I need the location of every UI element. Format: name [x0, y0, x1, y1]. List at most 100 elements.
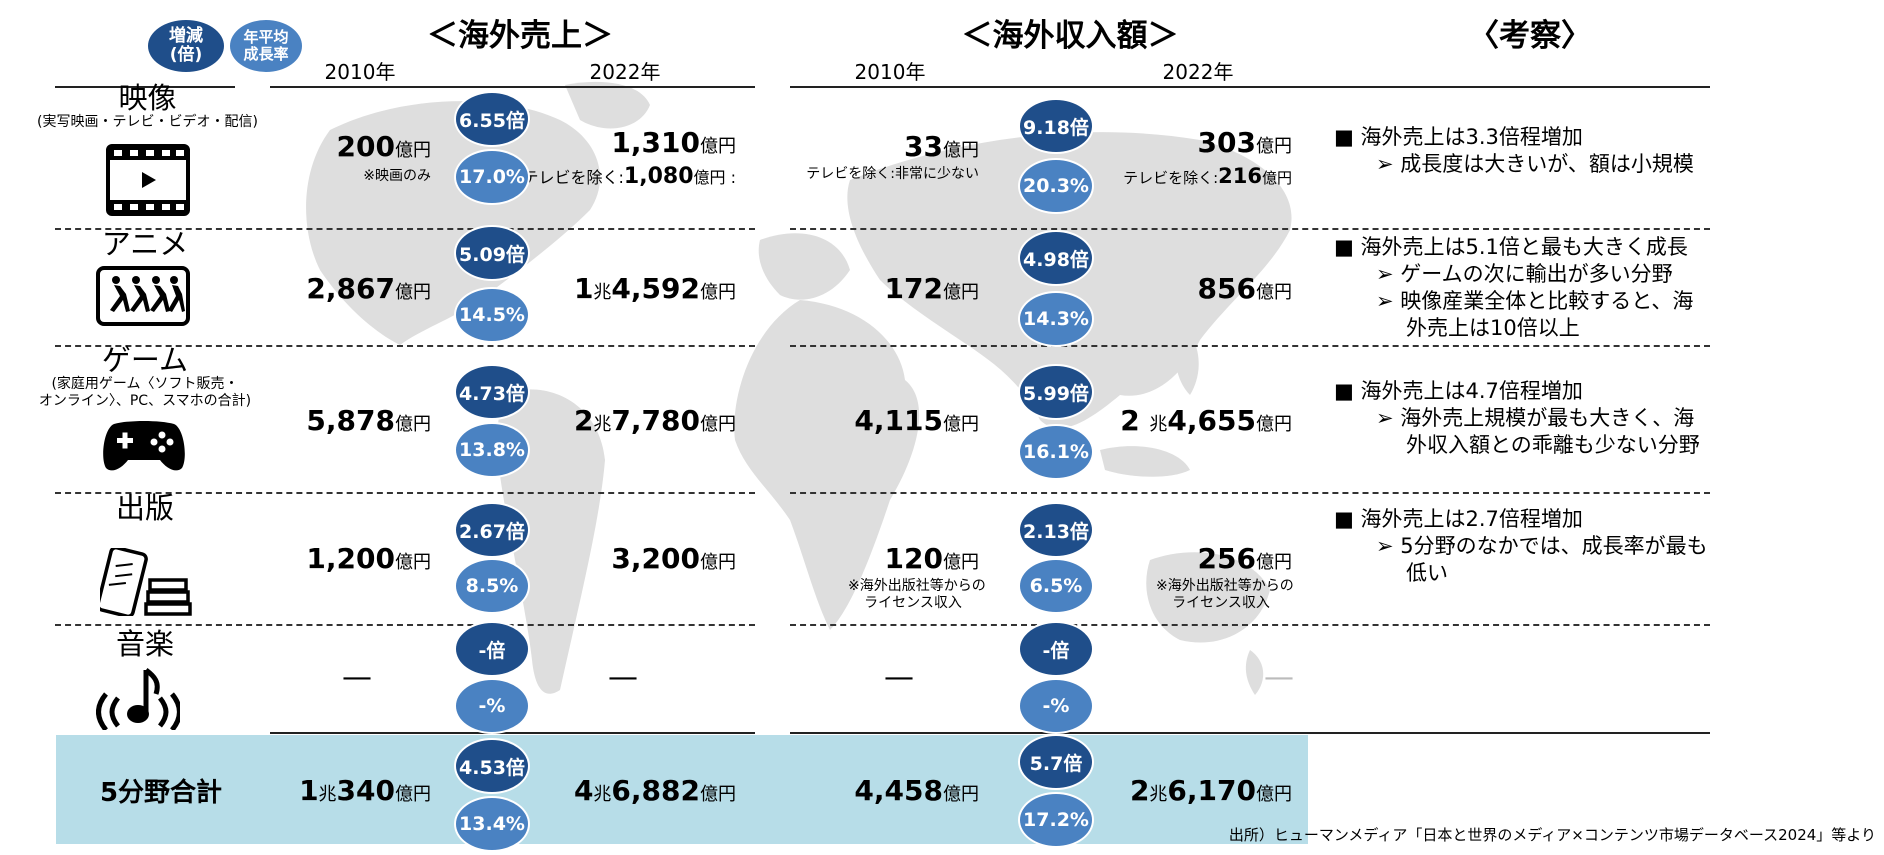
year-2022-sales: 2022年 — [589, 60, 661, 84]
music-income-2010-dash: — — [884, 660, 914, 695]
music-sales-2022-dash: — — [608, 660, 638, 695]
video-income-2022: 303億円 — [1198, 126, 1292, 159]
category-music: 音楽 — [55, 628, 235, 660]
total-top-line — [270, 732, 755, 734]
publishing-income-mult: 2.13倍 — [1018, 502, 1094, 558]
value-unit-cho: 兆 — [593, 414, 612, 435]
video-sales-2010-note: ※映画のみ — [363, 168, 431, 184]
observation-subpoint: ➢ ゲームの次に輸出が多い分野 — [1376, 262, 1673, 286]
publishing-sales-2022: 3,200億円 — [611, 542, 736, 575]
total-income-cagr: 17.2% — [1018, 792, 1094, 848]
category-publishing-name: 出版 — [115, 491, 174, 525]
video-sales-2022-note: テレビを除く:1,080億円 : — [523, 164, 736, 189]
anime-sales-2022: 1兆4,592億円 — [574, 272, 736, 305]
value-number: 4 — [573, 774, 594, 807]
game-sales-2022: 2兆7,780億円 — [574, 404, 736, 437]
value-number: 4,458 — [854, 774, 943, 807]
anime-income-mult: 4.98倍 — [1018, 230, 1094, 286]
value-number: 1 — [299, 774, 319, 807]
row-separator — [790, 228, 1710, 230]
music-sales-2010-dash: — — [342, 660, 372, 695]
value-unit: 億円 — [943, 282, 979, 303]
row-separator — [55, 492, 755, 494]
film-icon — [106, 144, 190, 216]
note-suffix: 億円 — [1261, 169, 1292, 187]
total-sales-mult: 4.53倍 — [454, 738, 530, 794]
video-income-2022-note: テレビを除く:216億円 — [1123, 164, 1292, 188]
publishing-sales-cagr: 8.5% — [454, 558, 530, 614]
anime-sales-cagr: 14.5% — [454, 287, 530, 343]
category-video: 映像 (実写映画・テレビ・ビデオ・配信) — [0, 82, 295, 131]
category-anime: アニメ — [55, 228, 235, 260]
anime-sales-2010: 2,867億円 — [306, 272, 431, 305]
row-separator — [790, 345, 1710, 347]
note-prefix: テレビを除く: — [522, 168, 624, 187]
book-phone-icon — [100, 548, 192, 616]
header-observations: 〈考察〉 — [1468, 18, 1592, 54]
value-unit: 億円 — [943, 784, 979, 805]
value-number: 303 — [1197, 126, 1256, 159]
value-number: 5,878 — [306, 404, 395, 437]
value-number: 1 — [573, 272, 594, 305]
value-unit: 億円 — [700, 784, 736, 805]
anime-income-2022: 856億円 — [1198, 272, 1292, 305]
value-unit: 億円 — [700, 414, 736, 435]
value-unit: 億円 — [395, 140, 431, 161]
value-unit: 億円 — [1256, 414, 1292, 435]
note-prefix: テレビを除く: — [1123, 169, 1219, 187]
music-sales-mult: -倍 — [454, 621, 530, 677]
value-unit: 億円 — [700, 282, 736, 303]
value-number: 6,882 — [611, 774, 700, 807]
video-income-2010-note: テレビを除く:非常に少ない — [806, 166, 979, 182]
video-sales-mult: 6.55倍 — [454, 91, 530, 147]
observation-subpoint: ➢ 5分野のなかでは、成長率が最も低い — [1376, 534, 1708, 585]
legend-change-oval: 増減 (倍) — [146, 18, 226, 74]
value-number: 2 — [1129, 774, 1150, 807]
total-income-mult: 5.7倍 — [1018, 734, 1094, 790]
value-unit: 億円 — [1256, 136, 1292, 157]
value-number: 1,310 — [611, 126, 700, 159]
row-separator — [790, 624, 1710, 626]
value-unit: 億円 — [395, 282, 431, 303]
observation-video: ■ 海外売上は3.3倍程増加 ➢ 成長度は大きいが、額は小規模 — [1334, 124, 1714, 178]
legend-change-label: 増減 (倍) — [169, 26, 203, 65]
music-sales-cagr: -% — [454, 678, 530, 734]
source-note: 出所）ヒューマンメディア「日本と世界のメディア×コンテンツ市場データベース202… — [1228, 826, 1876, 844]
music-income-mult: -倍 — [1018, 621, 1094, 677]
video-sales-cagr: 17.0% — [454, 149, 530, 205]
gamepad-icon — [103, 421, 185, 471]
publishing-income-2022: 256億円 — [1198, 542, 1292, 575]
observation-publishing: ■ 海外売上は2.7倍程増加 ➢ 5分野のなかでは、成長率が最も低い — [1334, 506, 1714, 587]
total-sales-2010: 1兆340億円 — [299, 774, 431, 807]
total-top-line — [790, 732, 1710, 734]
game-income-2022: 2 兆4,655億円 — [1120, 404, 1292, 437]
row-separator — [55, 624, 755, 626]
category-music-name: 音楽 — [115, 627, 174, 661]
row-separator — [790, 492, 1710, 494]
row-separator — [55, 345, 755, 347]
value-unit-cho: 兆 — [1149, 414, 1168, 435]
note-line: ※海外出版社等からの — [848, 578, 986, 594]
note-line: ※海外出版社等からの — [1156, 578, 1294, 594]
game-sales-cagr: 13.8% — [454, 422, 530, 478]
legend-growth-label: 年平均 成長率 — [243, 28, 289, 63]
music-income-2022-dash: — — [1264, 660, 1294, 695]
note-suffix: 億円 : — [693, 168, 736, 187]
total-sales-cagr: 13.4% — [454, 796, 530, 852]
value-unit: 億円 — [1256, 282, 1292, 303]
value-unit-cho: 兆 — [1149, 784, 1168, 805]
value-number: 256 — [1197, 542, 1256, 575]
video-income-2010: 33億円 — [904, 130, 979, 163]
category-game-sub1: (家庭用ゲーム〈ソフト販売・ — [51, 376, 239, 392]
total-income-2010: 4,458億円 — [854, 774, 979, 807]
observation-subpoint: ➢ 海外売上規模が最も大きく、海外収入額との乖離も少ない分野 — [1376, 406, 1700, 457]
note-line: ライセンス収入 — [864, 595, 962, 611]
row-separator — [55, 228, 755, 230]
value-unit: 億円 — [1256, 784, 1292, 805]
value-number: 172 — [884, 272, 943, 305]
value-number: 3,200 — [611, 542, 700, 575]
value-unit: 億円 — [1256, 552, 1292, 573]
observation-game: ■ 海外売上は4.7倍程増加 ➢ 海外売上規模が最も大きく、海外収入額との乖離も… — [1334, 378, 1714, 459]
value-unit: 億円 — [700, 136, 736, 157]
value-number: 2 — [573, 404, 594, 437]
